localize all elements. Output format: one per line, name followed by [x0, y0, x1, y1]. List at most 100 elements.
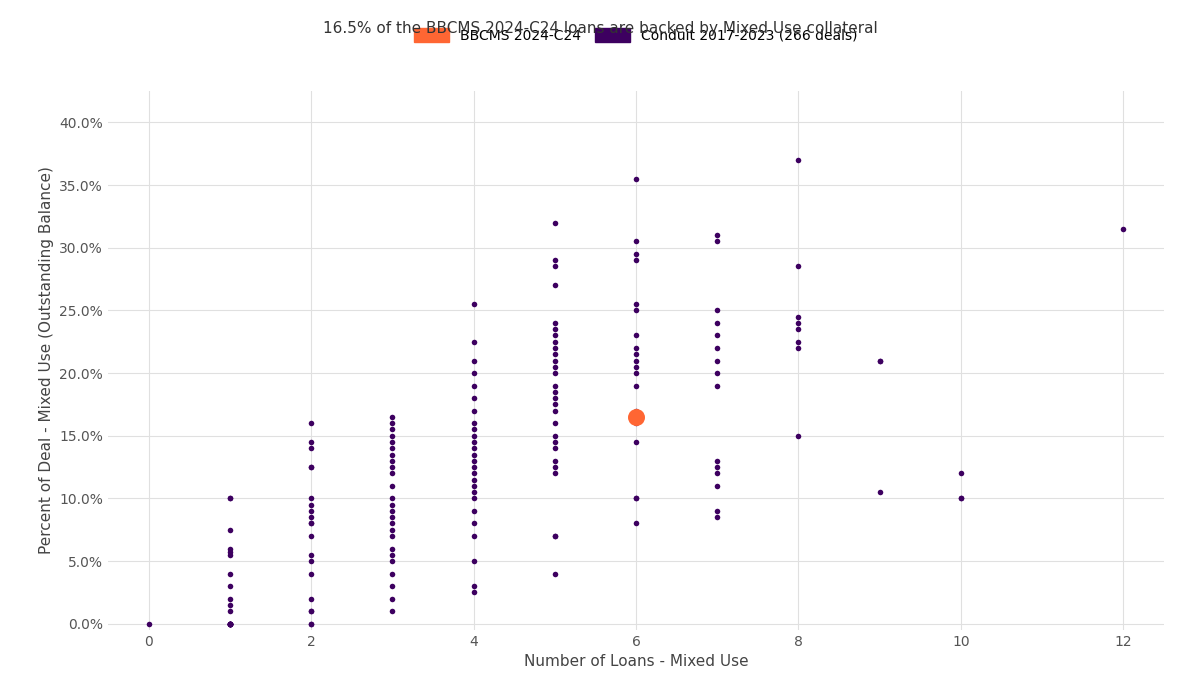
Point: [952, 493, 971, 504]
Point: [464, 449, 484, 460]
Point: [301, 618, 320, 629]
Point: [301, 436, 320, 447]
Point: [301, 461, 320, 472]
Point: [301, 568, 320, 579]
Point: [221, 618, 240, 629]
Point: [545, 368, 564, 379]
Point: [626, 493, 646, 504]
Point: [383, 430, 402, 441]
Point: [708, 512, 727, 523]
Point: [870, 486, 889, 498]
Point: [221, 580, 240, 592]
Point: [545, 399, 564, 410]
Point: [383, 455, 402, 466]
Y-axis label: Percent of Deal - Mixed Use (Outstanding Balance): Percent of Deal - Mixed Use (Outstanding…: [38, 167, 54, 554]
Point: [301, 606, 320, 617]
Point: [788, 336, 808, 347]
Point: [221, 618, 240, 629]
Point: [788, 323, 808, 335]
Point: [383, 436, 402, 447]
Point: [626, 236, 646, 247]
Point: [626, 342, 646, 354]
Point: [545, 217, 564, 228]
Point: [708, 368, 727, 379]
Point: [464, 587, 484, 598]
Point: [383, 543, 402, 554]
Point: [464, 430, 484, 441]
Point: [221, 618, 240, 629]
Point: [626, 412, 646, 423]
Point: [626, 298, 646, 309]
Point: [626, 173, 646, 184]
Point: [464, 336, 484, 347]
Point: [221, 618, 240, 629]
Point: [464, 418, 484, 429]
Point: [626, 518, 646, 529]
Point: [301, 493, 320, 504]
Point: [545, 386, 564, 398]
Point: [545, 468, 564, 479]
Point: [383, 550, 402, 561]
Point: [464, 468, 484, 479]
Point: [383, 412, 402, 423]
Point: [383, 424, 402, 435]
Point: [545, 455, 564, 466]
Legend: BBCMS 2024-C24, Conduit 2017-2023 (266 deals): BBCMS 2024-C24, Conduit 2017-2023 (266 d…: [414, 28, 858, 43]
Point: [464, 455, 484, 466]
Point: [221, 606, 240, 617]
Point: [788, 317, 808, 328]
Point: [464, 480, 484, 491]
Point: [626, 349, 646, 360]
Point: [383, 493, 402, 504]
Point: [383, 512, 402, 523]
Point: [545, 255, 564, 266]
Point: [788, 342, 808, 354]
Point: [626, 380, 646, 391]
Point: [464, 368, 484, 379]
Point: [545, 531, 564, 542]
Point: [464, 424, 484, 435]
Point: [464, 436, 484, 447]
Point: [464, 393, 484, 404]
Point: [383, 593, 402, 604]
Point: [545, 430, 564, 441]
Point: [383, 505, 402, 517]
Point: [545, 418, 564, 429]
Point: [221, 599, 240, 610]
Point: [952, 468, 971, 479]
Point: [464, 580, 484, 592]
Point: [626, 368, 646, 379]
Point: [464, 556, 484, 567]
Point: [545, 355, 564, 366]
Point: [545, 531, 564, 542]
Point: [1114, 223, 1133, 235]
Point: [221, 618, 240, 629]
Point: [464, 298, 484, 309]
Point: [301, 593, 320, 604]
Point: [383, 480, 402, 491]
Point: [464, 380, 484, 391]
Point: [301, 518, 320, 529]
Point: [383, 531, 402, 542]
Point: [626, 355, 646, 366]
Point: [870, 355, 889, 366]
Point: [545, 349, 564, 360]
Point: [221, 547, 240, 558]
Point: [545, 342, 564, 354]
Point: [139, 618, 158, 629]
Point: [626, 412, 646, 423]
Point: [708, 230, 727, 241]
Point: [464, 493, 484, 504]
Point: [221, 618, 240, 629]
Point: [221, 550, 240, 561]
Point: [626, 255, 646, 266]
Point: [626, 361, 646, 372]
Point: [301, 550, 320, 561]
Point: [301, 618, 320, 629]
Point: [545, 361, 564, 372]
Point: [464, 531, 484, 542]
Point: [626, 405, 646, 416]
Point: [545, 280, 564, 291]
Point: [626, 304, 646, 316]
Point: [545, 317, 564, 328]
